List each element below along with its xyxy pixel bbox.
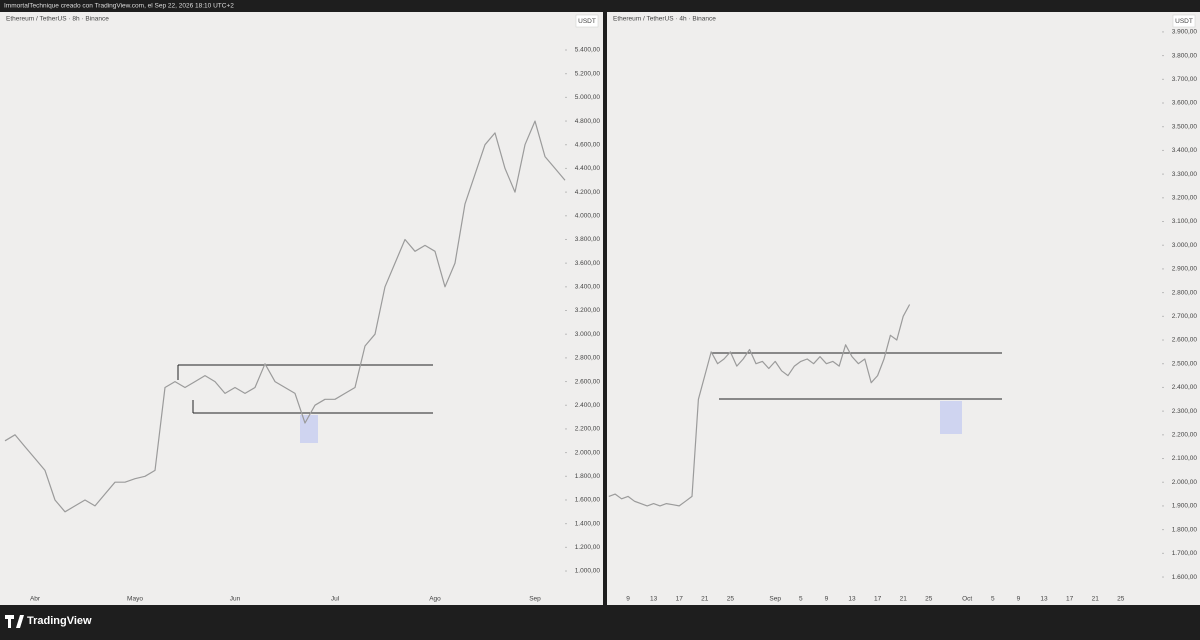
y-tick-label: 3.600,00	[575, 260, 601, 267]
x-tick-label: 17	[676, 596, 684, 603]
zone	[300, 415, 318, 443]
y-tick-label: 3.700,00	[1172, 76, 1198, 83]
x-tick-label: 21	[701, 596, 709, 603]
x-tick-label: 25	[1117, 596, 1125, 603]
currency: USDT	[578, 18, 596, 25]
y-tick-label: 2.600,00	[1172, 337, 1198, 344]
x-tick-label: Abr	[30, 596, 41, 603]
x-tick-label: 17	[1066, 596, 1074, 603]
currency-box	[575, 14, 599, 28]
y-tick-label: 3.400,00	[575, 284, 601, 291]
logo-icon	[5, 615, 24, 628]
x-tick-label: 5	[799, 596, 803, 603]
y-tick-label: 1.700,00	[1172, 550, 1198, 557]
y-tick-label: 3.600,00	[1172, 100, 1198, 107]
y-tick-label: 2.000,00	[1172, 479, 1198, 486]
zone	[940, 401, 962, 434]
y-tick-label: 2.200,00	[575, 426, 601, 433]
x-tick-label: 25	[925, 596, 933, 603]
y-tick-label: 1.400,00	[575, 520, 601, 527]
y-tick-label: 5.400,00	[575, 47, 601, 54]
y-tick-label: 1.000,00	[575, 568, 601, 575]
y-tick-label: 3.900,00	[1172, 29, 1198, 36]
y-tick-label: 1.900,00	[1172, 503, 1198, 510]
logo: TradingView	[5, 615, 92, 628]
chart-title: Ethereum / TetherUS · 4h · Binance	[613, 16, 716, 23]
y-tick-label: 3.300,00	[1172, 171, 1198, 178]
x-tick-label: Ago	[429, 596, 441, 603]
y-tick-label: 4.800,00	[575, 118, 601, 125]
x-tick-label: Oct	[962, 596, 972, 603]
y-tick-label: 2.400,00	[575, 402, 601, 409]
price-line	[4, 120, 566, 513]
caption: ImmortalTechnique creado con TradingView…	[4, 3, 234, 10]
y-tick-label: 4.400,00	[575, 165, 601, 172]
x-tick-label: Jun	[230, 596, 241, 603]
y-tick-label: 4.600,00	[575, 141, 601, 148]
y-tick-label: 4.000,00	[575, 213, 601, 220]
y-tick-label: 4.200,00	[575, 189, 601, 196]
panel-left	[0, 12, 603, 605]
x-tick-label: 9	[1017, 596, 1021, 603]
x-tick-label: 5	[991, 596, 995, 603]
x-tick-label: 17	[874, 596, 882, 603]
y-tick-label: 1.200,00	[575, 544, 601, 551]
y-tick-label: 2.600,00	[575, 378, 601, 385]
y-tick-label: 2.700,00	[1172, 313, 1198, 320]
y-tick-label: 1.800,00	[1172, 526, 1198, 533]
x-tick-label: 13	[650, 596, 658, 603]
x-tick-label: Sep	[529, 596, 541, 603]
y-tick-label: 3.100,00	[1172, 218, 1198, 225]
y-tick-label: 3.000,00	[1172, 242, 1198, 249]
currency-box	[1172, 14, 1196, 28]
y-tick-label: 1.600,00	[1172, 574, 1198, 581]
x-tick-label: 9	[825, 596, 829, 603]
y-tick-label: 2.100,00	[1172, 455, 1198, 462]
y-tick-label: 3.400,00	[1172, 147, 1198, 154]
x-tick-label: 13	[848, 596, 856, 603]
y-tick-label: 1.800,00	[575, 473, 601, 480]
x-tick-label: Jul	[331, 596, 340, 603]
y-tick-label: 3.800,00	[1172, 52, 1198, 59]
x-tick-label: 21	[900, 596, 908, 603]
currency: USDT	[1175, 18, 1193, 25]
x-tick-label: 25	[727, 596, 735, 603]
y-tick-label: 2.800,00	[1172, 289, 1198, 296]
y-tick-label: 2.900,00	[1172, 266, 1198, 273]
panel-right	[607, 12, 1200, 605]
y-tick-label: 3.200,00	[1172, 195, 1198, 202]
price-line	[608, 304, 911, 507]
x-tick-label: 9	[626, 596, 630, 603]
brand: TradingView	[27, 615, 92, 627]
y-tick-label: 2.300,00	[1172, 408, 1198, 415]
y-tick-label: 2.000,00	[575, 449, 601, 456]
x-tick-label: Sep	[769, 596, 781, 603]
y-tick-label: 1.600,00	[575, 497, 601, 504]
y-tick-label: 3.200,00	[575, 307, 601, 314]
y-tick-label: 2.800,00	[575, 355, 601, 362]
y-tick-label: 3.000,00	[575, 331, 601, 338]
chart-title: Ethereum / TetherUS · 8h · Binance	[6, 16, 109, 23]
y-tick-label: 2.400,00	[1172, 384, 1198, 391]
y-tick-label: 2.200,00	[1172, 432, 1198, 439]
y-tick-label: 2.500,00	[1172, 360, 1198, 367]
y-tick-label: 5.000,00	[575, 94, 601, 101]
x-tick-label: Mayo	[127, 596, 143, 603]
y-tick-label: 3.500,00	[1172, 123, 1198, 130]
y-tick-label: 5.200,00	[575, 70, 601, 77]
y-tick-label: 3.800,00	[575, 236, 601, 243]
x-tick-label: 21	[1092, 596, 1100, 603]
annotations	[177, 352, 1002, 443]
x-tick-label: 13	[1040, 596, 1048, 603]
